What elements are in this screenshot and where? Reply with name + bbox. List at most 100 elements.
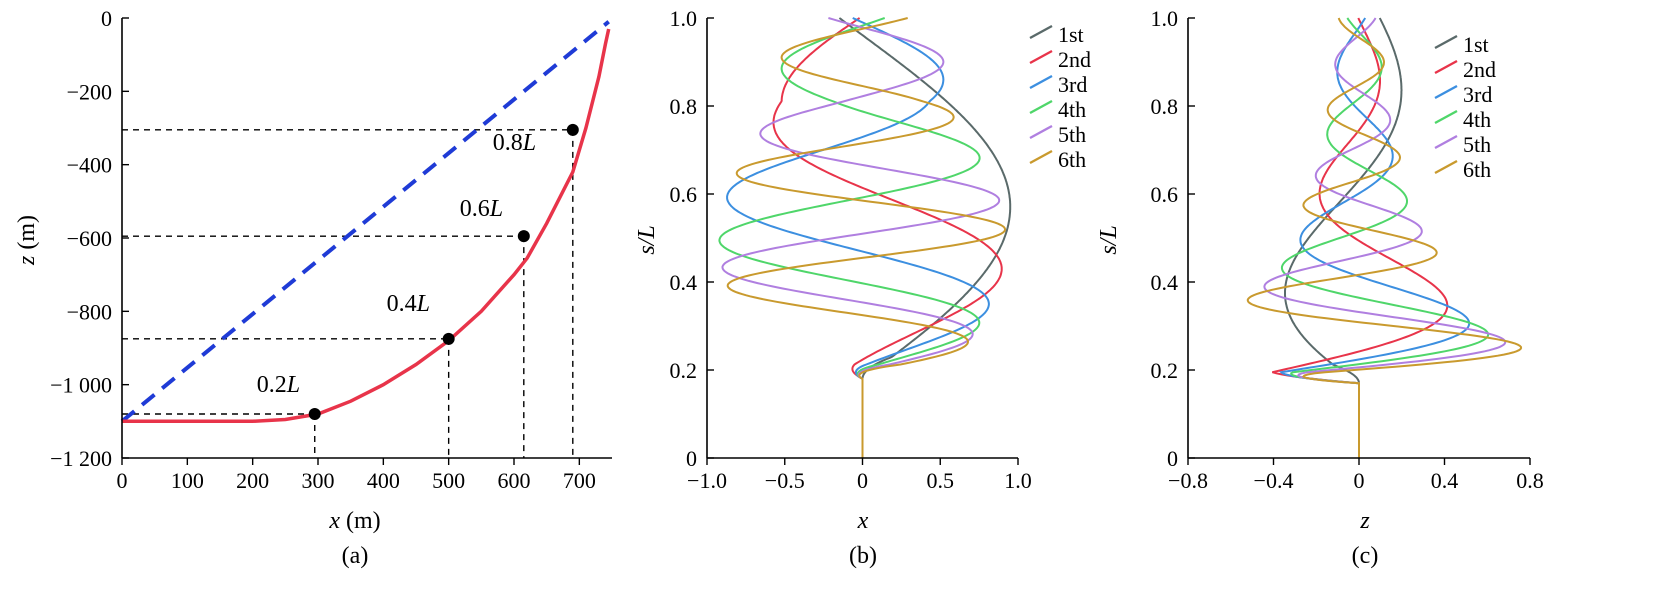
panel-a-x-tick-label: 200 xyxy=(236,468,269,493)
panel-c-series-6th xyxy=(1246,17,1523,458)
panel-c-series-4th xyxy=(1280,17,1490,458)
panel-c-legend-swatch xyxy=(1434,34,1458,50)
panel-b-legend-label: 1st xyxy=(1058,22,1084,47)
panel-b-legend-swatch xyxy=(1029,149,1053,165)
panel-b-y-tick-label: 0 xyxy=(686,446,697,471)
panel-b-x-tick-label: −1.0 xyxy=(687,468,727,493)
panel-b-x-tick-label: 0.5 xyxy=(927,468,955,493)
panel-c-legend-label: 3rd xyxy=(1463,82,1492,107)
panel-a-markers: 0.2L 0.4L 0.6L 0.8L xyxy=(257,123,579,420)
panel-a-x-tick-label: 600 xyxy=(498,468,531,493)
panel-b-series xyxy=(718,17,1012,458)
panel-c-legend-swatch xyxy=(1434,59,1458,75)
panel-b-y-tick-label: 1.0 xyxy=(670,6,698,31)
panel-c-y-tick-label: 0 xyxy=(1167,446,1178,471)
panel-a-x-tick-label: 100 xyxy=(171,468,204,493)
panel-c-series xyxy=(1246,17,1523,458)
panel-a-y-axis-label: z (m) xyxy=(14,215,40,266)
panel-c-legend-swatch xyxy=(1434,159,1458,175)
panel-a-reference-lines xyxy=(122,129,574,458)
panel-b-y-tick-label: 0.8 xyxy=(670,94,698,119)
panel-a-straight-line-series xyxy=(120,20,610,423)
panel-c-legend-swatch xyxy=(1434,109,1458,125)
panel-c-y-tick-label: 0.6 xyxy=(1151,182,1179,207)
panel-c-x-axis-label: z xyxy=(1359,508,1370,534)
panel-a-x-tick-label: 700 xyxy=(563,468,596,493)
panel-a-marker-label: 0.4L xyxy=(387,291,430,317)
panel-b-x-tick-label: −0.5 xyxy=(765,468,805,493)
panel-b-legend-swatch xyxy=(1029,99,1053,115)
panel-b-x-tick-label: 0 xyxy=(857,468,868,493)
panel-c-series-1st xyxy=(1284,17,1403,458)
panel-a-x-axis-label: x (m) xyxy=(328,508,380,534)
panel-c-x-tick-label: 0.8 xyxy=(1516,468,1544,493)
panel-b-legend-swatch xyxy=(1029,124,1053,140)
panel-a-y-tick-label: −1 000 xyxy=(50,373,112,398)
panel-b-y-tick-label: 0.6 xyxy=(670,182,698,207)
panel-a-y-tick-label: 0 xyxy=(101,6,112,31)
panel-b-y-tick-label: 0.2 xyxy=(670,358,698,383)
panel-c-x-tick-label: 0.4 xyxy=(1431,468,1459,493)
panel-b-legend-label: 3rd xyxy=(1058,72,1087,97)
panel-a-x-ticks: 0 100 200 300 400 500 600 700 xyxy=(117,458,596,493)
panel-b-legend-label: 4th xyxy=(1058,97,1086,122)
panel-b-series-6th xyxy=(726,17,1007,458)
panel-a-y-tick-label: −1 200 xyxy=(50,446,112,471)
panel-a-x-tick-label: 500 xyxy=(432,468,465,493)
panel-c-legend-swatch xyxy=(1434,134,1458,150)
panel-c: −0.8 −0.4 0 0.4 0.8 0 0.2 0.4 0.6 0.8 1.0 1st2nd3… xyxy=(1096,6,1544,569)
panel-c-legend-label: 2nd xyxy=(1463,57,1496,82)
panel-a-y-tick-label: −200 xyxy=(67,79,112,104)
panel-b-series-5th xyxy=(721,17,1001,458)
panel-c-caption: (c) xyxy=(1352,543,1379,569)
panel-b-x-ticks: −1.0 −0.5 0 0.5 1.0 xyxy=(687,458,1032,493)
panel-c-x-tick-label: −0.8 xyxy=(1168,468,1208,493)
panel-a-curve-series xyxy=(122,28,611,424)
panel-b-y-tick-label: 0.4 xyxy=(670,270,698,295)
panel-c-x-ticks: −0.8 −0.4 0 0.4 0.8 xyxy=(1168,458,1544,493)
panel-a-x-tick-label: 0 xyxy=(117,468,128,493)
panel-b-legend-swatch xyxy=(1029,24,1053,40)
panel-a-marker-point xyxy=(308,408,321,420)
panel-b-caption: (b) xyxy=(849,543,877,569)
panel-c-legend-swatch xyxy=(1434,84,1458,100)
panel-a-y-tick-label: −600 xyxy=(67,226,112,251)
panel-b-series-1st xyxy=(838,17,1012,458)
panel-a-marker-point xyxy=(442,332,455,345)
panel-c-y-tick-label: 0.2 xyxy=(1151,358,1179,383)
panel-b-legend-label: 6th xyxy=(1058,147,1086,172)
panel-a-marker-label: 0.8L xyxy=(493,130,536,156)
panel-c-y-axis-label: s/L xyxy=(1096,225,1122,254)
panel-c-legend-label: 1st xyxy=(1463,32,1489,57)
panel-a-y-tick-label: −800 xyxy=(67,299,112,324)
panel-c-x-tick-label: 0 xyxy=(1354,468,1365,493)
panel-b-y-axis-label: s/L xyxy=(634,225,660,254)
panel-a-caption: (a) xyxy=(342,543,369,569)
panel-c-y-tick-label: 1.0 xyxy=(1151,6,1179,31)
panel-b-legend-label: 5th xyxy=(1058,122,1086,147)
panel-a: 0.2L0.4L0.6L0.8L 0 100 200 300 400 500 600 700 … xyxy=(14,6,612,569)
panel-b-legend-swatch xyxy=(1029,49,1053,65)
panel-b-x-tick-label: 1.0 xyxy=(1004,468,1032,493)
panel-a-x-tick-label: 300 xyxy=(302,468,335,493)
panel-c-legend-label: 6th xyxy=(1463,157,1491,182)
panel-c-x-tick-label: −0.4 xyxy=(1254,468,1294,493)
panel-a-y-ticks: 0 −200 −400 −600 −800 −1 000 −1 200 xyxy=(50,6,129,471)
panel-c-y-tick-label: 0.8 xyxy=(1151,94,1179,119)
panel-a-marker-label: 0.6L xyxy=(460,196,503,222)
panel-b: −1.0 −0.5 0 0.5 1.0 0 0.2 0.4 0.6 0.8 1.0 1st2nd3… xyxy=(634,6,1091,569)
panel-c-legend-label: 4th xyxy=(1463,107,1491,132)
panel-b-legend-swatch xyxy=(1029,74,1053,90)
panel-b-series-3rd xyxy=(726,17,990,458)
panel-b-x-axis-label: x xyxy=(857,508,869,534)
panel-b-y-ticks: 0 0.2 0.4 0.6 0.8 1.0 xyxy=(670,6,714,471)
panel-a-x-tick-label: 400 xyxy=(367,468,400,493)
panel-a-marker-label: 0.2L xyxy=(257,372,300,398)
panel-c-y-tick-label: 0.4 xyxy=(1151,270,1179,295)
panel-b-legend-label: 2nd xyxy=(1058,47,1091,72)
panel-a-marker-point xyxy=(517,230,530,243)
panel-a-y-tick-label: −400 xyxy=(67,153,112,178)
